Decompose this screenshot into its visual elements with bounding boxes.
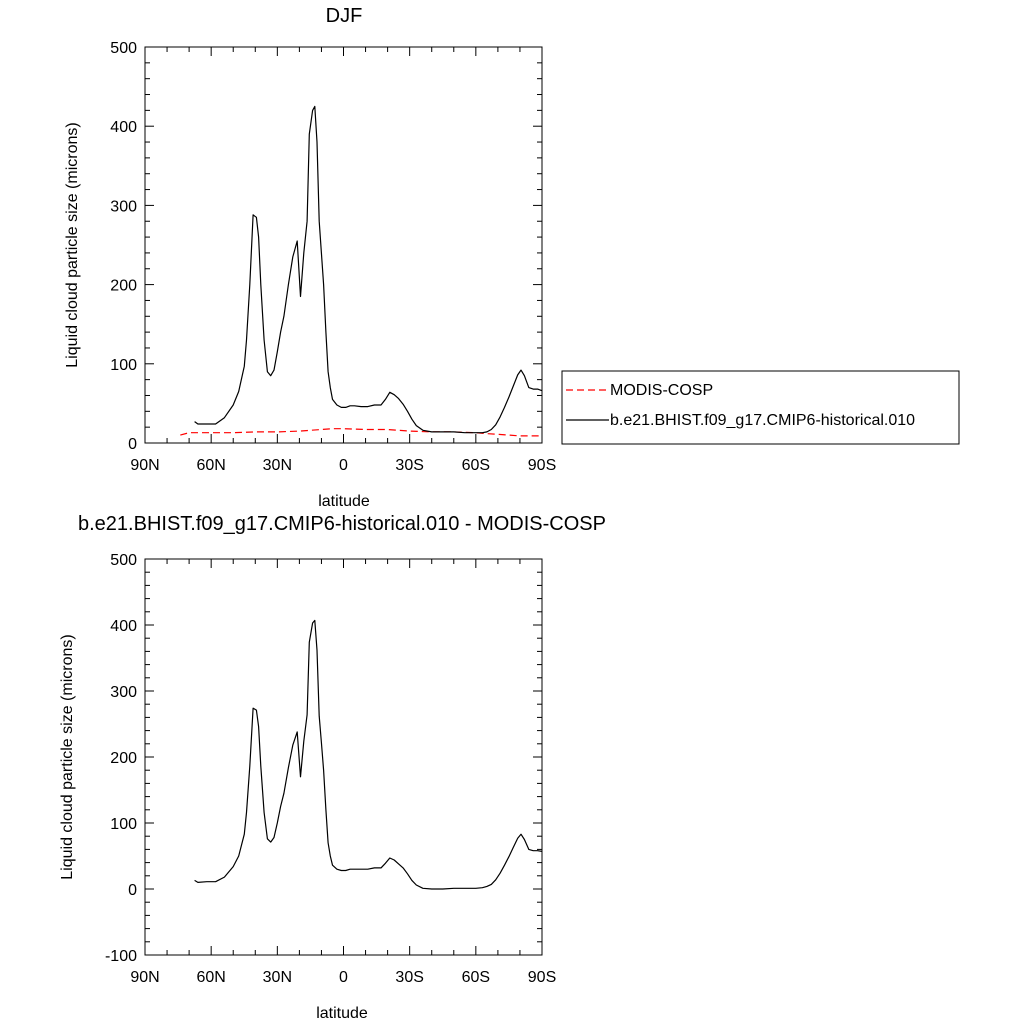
plot-frame-top (144, 46, 543, 444)
x-tick-label: 0 (339, 969, 348, 986)
x-tick-label: 0 (339, 457, 348, 474)
x-tick-label: 60S (462, 969, 490, 986)
y-tick-label: 0 (128, 436, 137, 453)
x-axis-label: latitude (318, 493, 370, 510)
x-tick-label: 30N (263, 457, 292, 474)
y-axis-label: Liquid cloud particle size (microns) (59, 634, 76, 879)
y-tick-label: 400 (110, 119, 137, 136)
y-tick-label: 0 (128, 882, 137, 899)
x-axis-top: 90N 60N 30N 0 30S 60S 90S (130, 47, 556, 474)
x-axis-label: latitude (316, 1005, 368, 1022)
y-tick-label: 200 (110, 278, 137, 295)
y-tick-label: 400 (110, 618, 137, 635)
y-tick-label: 100 (110, 816, 137, 833)
x-tick-label: 30N (263, 969, 292, 986)
y-tick-label: 300 (110, 684, 137, 701)
x-tick-label: 60N (196, 969, 225, 986)
series-layer-bottom (194, 619, 543, 890)
legend-box (561, 370, 960, 445)
legend: MODIS-COSP b.e21.BHIST.f09_g17.CMIP6-his… (561, 370, 960, 445)
x-tick-label: 90S (528, 457, 556, 474)
y-tick-label: 500 (110, 40, 137, 57)
legend-label-modis: MODIS-COSP (610, 382, 713, 399)
y-tick-label: -100 (105, 948, 137, 965)
panel-bottom: b.e21.BHIST.f09_g17.CMIP6-historical.010… (59, 513, 606, 1022)
x-axis-bottom: 90N 60N 30N 0 30S 60S 90S (130, 559, 556, 986)
x-tick-label: 90N (130, 457, 159, 474)
chart-title: DJF (326, 5, 363, 27)
y-tick-label: 200 (110, 750, 137, 767)
y-axis-label: Liquid cloud particle size (microns) (64, 122, 81, 367)
series-layer-top (180, 105, 543, 437)
y-tick-label: 500 (110, 552, 137, 569)
y-axis-top: 0 100 200 300 400 500 (110, 40, 542, 453)
y-tick-label: 100 (110, 357, 137, 374)
series-line-b-e21-bhist-f09-g17-cmip6-historical-010 (194, 105, 543, 434)
plot-frame-bottom (144, 558, 543, 956)
x-tick-label: 90S (528, 969, 556, 986)
panel-top: DJF 0 100 200 300 400 500 90N 60N 30N 0 30S 60S 90S… (64, 5, 556, 510)
x-tick-label: 90N (130, 969, 159, 986)
y-tick-label: 300 (110, 198, 137, 215)
x-tick-label: 60N (196, 457, 225, 474)
x-tick-label: 60S (462, 457, 490, 474)
x-tick-label: 30S (395, 969, 423, 986)
legend-label-model: b.e21.BHIST.f09_g17.CMIP6-historical.010 (610, 412, 915, 429)
series-line-modis-cosp (180, 428, 542, 437)
y-axis-bottom: -100 0 100 200 300 400 500 (105, 552, 542, 965)
series-line-b-e21-bhist-f09-g17-cmip6-historical-010-modis-cosp (194, 619, 543, 890)
x-tick-label: 30S (395, 457, 423, 474)
chart-title: b.e21.BHIST.f09_g17.CMIP6-historical.010… (78, 513, 606, 535)
